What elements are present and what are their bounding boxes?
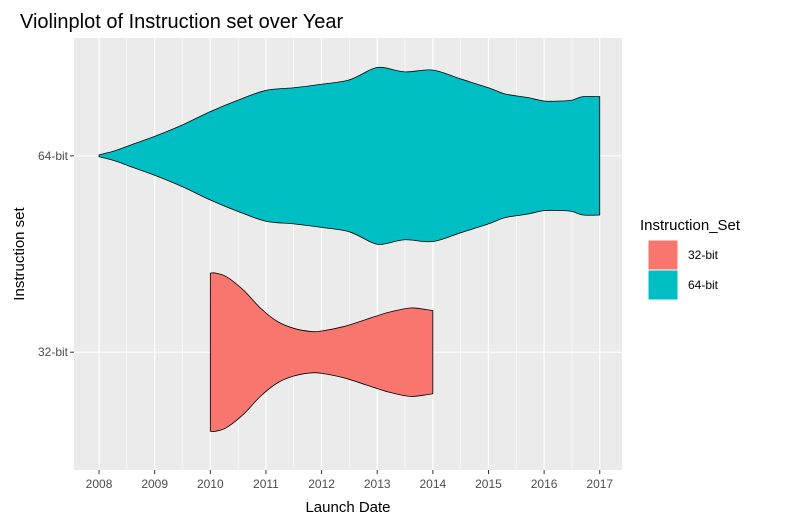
x-tick-label: 2016 [531,477,558,491]
violin-64-bit [98,66,601,245]
x-tick-label: 2012 [308,477,335,491]
x-tick-label: 2014 [419,477,446,491]
legend-label-64-bit: 64-bit [688,278,719,292]
x-tick-label: 2008 [86,477,113,491]
y-axis-title: Instruction set [11,206,28,300]
x-axis-title: Launch Date [305,499,390,516]
legend-label-32-bit: 32-bit [688,248,719,262]
y-tick-label: 64-bit [38,149,69,163]
legend-title: Instruction_Set [640,217,741,234]
x-tick-label: 2011 [253,477,279,491]
legend: Instruction_Set 32-bit 64-bit [640,217,741,301]
x-tick-label: 2013 [364,477,391,491]
x-axis-ticks: 2008 2009 2010 2011 2012 2013 2014 2015 2016 2017 [86,470,613,491]
legend-key-64-bit [647,269,679,301]
y-axis-ticks: 32-bit 64-bit [38,149,74,359]
violin-32-bit [209,272,434,432]
y-tick-label: 32-bit [38,345,69,359]
x-tick-label: 2010 [197,477,224,491]
chart-title: Violinplot of Instruction set over Year [20,11,344,33]
x-tick-label: 2009 [141,477,168,491]
x-tick-label: 2017 [586,477,613,491]
x-tick-label: 2015 [475,477,502,491]
violins [98,66,601,432]
legend-key-32-bit [647,239,679,271]
